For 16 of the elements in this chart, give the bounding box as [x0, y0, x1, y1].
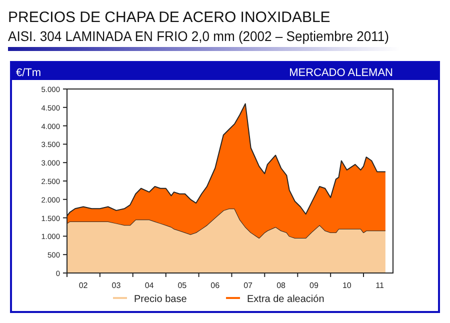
legend-label: Precio base	[134, 294, 188, 305]
x-tick-label: 05	[178, 281, 188, 290]
x-tick-label: 04	[144, 281, 154, 290]
x-tick-label: 08	[276, 281, 286, 290]
y-axis-title: €/Tm	[16, 67, 42, 79]
x-tick-label: 06	[210, 281, 220, 290]
x-tick-label: 02	[78, 281, 88, 290]
legend-label: Extra de aleación	[247, 294, 324, 305]
x-tick-label: 11	[376, 281, 385, 290]
x-tick-label: 07	[244, 281, 254, 290]
chart-title: PRECIOS DE CHAPA DE ACERO INOXIDABLE	[8, 9, 330, 26]
x-tick-label: 10	[342, 281, 352, 290]
x-tick-label: 09	[310, 281, 319, 290]
x-tick-label: 03	[112, 281, 122, 290]
text: MERCADO ALEMAN	[289, 67, 394, 79]
chart-subtitle: AISI. 304 LAMINADA EN FRIO 2,0 mm (2002 – Septiembre 2011)	[8, 28, 418, 44]
